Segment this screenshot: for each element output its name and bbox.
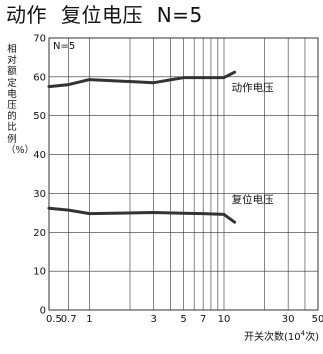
x-tick-label: 0.7 <box>61 314 77 325</box>
y-tick-label: 40 <box>33 150 46 161</box>
release-voltage-label: 复位电压 <box>232 193 274 206</box>
y-tick-label: 20 <box>33 228 46 239</box>
x-tick-label: 30 <box>282 314 295 325</box>
y-tick-label: 70 <box>33 34 46 45</box>
chart-title: 动作 复位电压 N=5 <box>6 2 203 28</box>
inset-label: N=5 <box>53 41 75 52</box>
x-axis-label-before: 开关次数(10 <box>243 332 301 343</box>
y-tick-label: 10 <box>33 267 46 278</box>
x-tick-label: 50 <box>312 314 323 325</box>
title-sub: 复位电压 <box>61 3 143 27</box>
y-tick-label: 60 <box>33 72 46 83</box>
y-tick-label: 30 <box>33 189 46 200</box>
y-tick-label: 50 <box>33 111 46 122</box>
x-tick-label: 5 <box>180 314 186 325</box>
x-axis-label-after: 次) <box>305 332 319 343</box>
release-voltage-line <box>47 206 237 224</box>
x-axis-label: 开关次数(104次) <box>244 328 319 343</box>
title-main: 动作 <box>6 3 47 27</box>
x-tick-label: 0.5 <box>46 314 62 325</box>
x-tick-label: 10 <box>218 314 231 325</box>
operate-voltage-line <box>47 70 237 89</box>
y-tick-label: 0 <box>40 306 46 317</box>
operate-voltage-label: 动作电压 <box>232 81 274 94</box>
title-n: N=5 <box>156 3 203 27</box>
x-axis-label-exponent: 4 <box>300 329 306 338</box>
x-tick-label: 1 <box>86 314 92 325</box>
x-tick-label: 3 <box>150 314 156 325</box>
x-tick-label: 7 <box>200 314 206 325</box>
plot-frame <box>48 37 319 311</box>
